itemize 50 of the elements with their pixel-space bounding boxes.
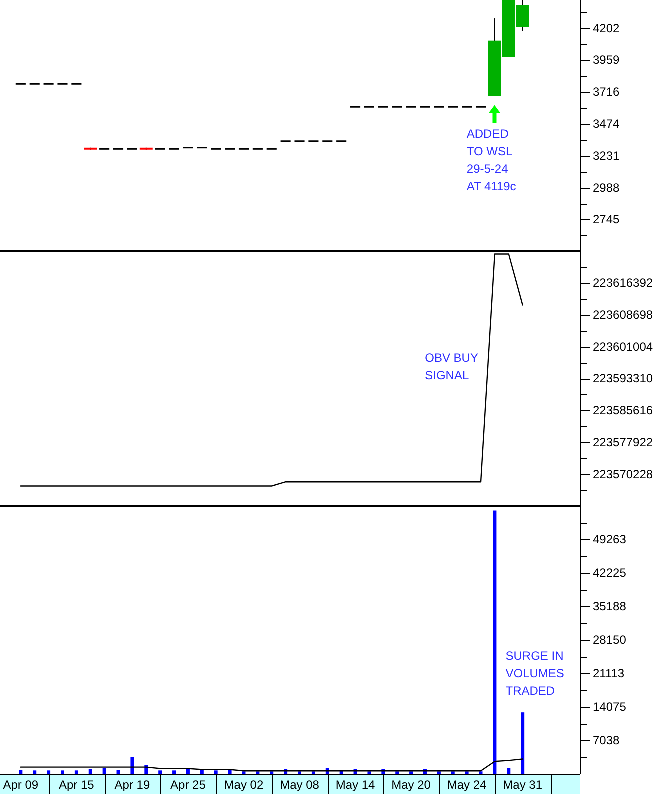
y-tick-label: 223585616 bbox=[593, 404, 654, 418]
y-tick-label: 21113 bbox=[593, 666, 625, 681]
x-tick-label: May 31 bbox=[503, 778, 543, 792]
y-tick-label: 7038 bbox=[593, 734, 620, 748]
y-tick-label: 223577922 bbox=[593, 435, 654, 450]
y-tick-label: 223616392 bbox=[593, 276, 654, 290]
y-tick-label: 3474 bbox=[593, 116, 620, 131]
x-tick-label: Apr 15 bbox=[59, 778, 95, 792]
bar bbox=[88, 769, 92, 774]
bar bbox=[521, 712, 525, 774]
y-tick-label: 42225 bbox=[593, 566, 627, 580]
y-tick-label: 2745 bbox=[593, 212, 620, 227]
x-tick-label: May 08 bbox=[280, 778, 320, 792]
bar bbox=[507, 768, 511, 774]
x-tick-label: May 02 bbox=[224, 778, 264, 792]
x-tick-label: Apr 09 bbox=[3, 778, 39, 792]
bar bbox=[47, 770, 51, 774]
bar bbox=[33, 770, 37, 774]
bar bbox=[74, 770, 78, 774]
y-tick-label: 223601004 bbox=[593, 340, 654, 354]
y-tick-label: 3231 bbox=[593, 148, 620, 163]
bar bbox=[116, 770, 120, 774]
x-tick-label: May 20 bbox=[392, 778, 432, 792]
annotation: OBV BUY SIGNAL bbox=[425, 350, 478, 382]
y-tick-label: 223570228 bbox=[593, 467, 654, 482]
annotation: SURGE IN VOLUMES TRADED bbox=[506, 649, 564, 698]
bar bbox=[61, 770, 64, 774]
y-tick-label: 3959 bbox=[593, 53, 620, 68]
bar bbox=[214, 770, 218, 774]
y-tick-label: 2988 bbox=[593, 180, 620, 195]
y-tick-label: 49263 bbox=[593, 532, 627, 547]
y-tick-label: 3716 bbox=[593, 85, 620, 100]
line-series bbox=[20, 758, 524, 772]
annotation: ADDED TO WSL 29-5-24 AT 4119c bbox=[466, 127, 516, 194]
bar bbox=[172, 770, 176, 774]
bar bbox=[130, 757, 134, 774]
y-tick-label: 35188 bbox=[593, 600, 627, 614]
y-tick-label: 28150 bbox=[593, 633, 627, 648]
x-tick-label: May 14 bbox=[336, 778, 376, 792]
x-tick-label: May 24 bbox=[447, 778, 488, 792]
bar bbox=[19, 770, 23, 774]
y-tick-label: 223593310 bbox=[593, 372, 654, 386]
bar bbox=[158, 770, 162, 774]
bar bbox=[493, 510, 497, 774]
y-tick-label: 223608698 bbox=[593, 308, 654, 322]
y-tick-label: 4202 bbox=[593, 21, 620, 36]
x-tick-label: Apr 19 bbox=[114, 778, 150, 792]
bar bbox=[102, 768, 106, 774]
x-tick-label: Apr 25 bbox=[170, 778, 206, 792]
y-tick-label: 14075 bbox=[593, 700, 627, 714]
